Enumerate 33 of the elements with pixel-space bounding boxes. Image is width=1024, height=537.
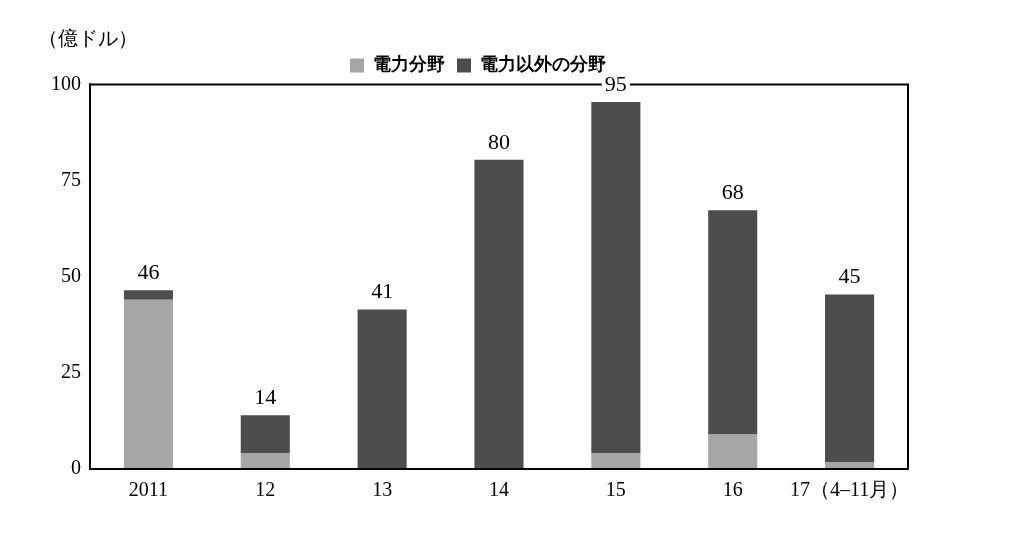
y-tick-label: 25	[61, 360, 81, 383]
x-tick-label: 12	[255, 478, 276, 501]
total-label: 14	[254, 383, 277, 409]
x-tick-label: 16	[722, 478, 743, 501]
bar	[708, 210, 758, 435]
bar	[591, 453, 641, 469]
total-label: 68	[721, 178, 744, 204]
y-tick-label: 75	[61, 167, 81, 190]
x-tick-label: 13	[372, 478, 393, 501]
bar	[240, 453, 290, 469]
total-label: 46	[137, 258, 160, 284]
bar	[240, 415, 290, 454]
bar	[825, 294, 875, 463]
bar	[708, 434, 758, 469]
y-tick-label: 0	[71, 456, 81, 479]
legend-label: 電力以外の分野	[480, 53, 606, 75]
bar	[357, 309, 407, 469]
total-label: 41	[371, 278, 394, 304]
y-tick-label: 50	[61, 263, 81, 286]
y-tick-label: 100	[51, 71, 81, 94]
y-axis-title: （億ドル）	[38, 27, 138, 50]
x-tick-label: 14	[489, 478, 509, 501]
x-tick-label: 17（4–11月）	[789, 478, 910, 501]
x-tick-label: 15	[605, 478, 626, 501]
bar	[591, 102, 641, 454]
bar	[474, 159, 524, 469]
bar	[123, 299, 173, 469]
bar	[123, 290, 173, 300]
total-label: 45	[838, 263, 861, 289]
x-tick-label: 2011	[128, 478, 169, 501]
total-label: 80	[488, 128, 510, 154]
legend-label: 電力分野	[373, 53, 445, 75]
total-label: 95	[604, 70, 627, 96]
